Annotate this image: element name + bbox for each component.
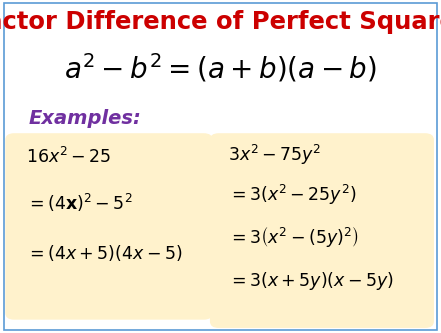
Text: Examples:: Examples: <box>29 109 142 128</box>
Text: $16x^2 - 25$: $16x^2 - 25$ <box>26 147 111 166</box>
Text: Factor Difference of Perfect Squares: Factor Difference of Perfect Squares <box>0 10 441 34</box>
Text: $= 3(x+5y)(x-5y)$: $= 3(x+5y)(x-5y)$ <box>228 270 394 292</box>
Text: $= (4x+5)(4x-5)$: $= (4x+5)(4x-5)$ <box>26 243 182 263</box>
FancyBboxPatch shape <box>5 133 213 320</box>
Text: $a^2 - b^2 = (a+b)(a-b)$: $a^2 - b^2 = (a+b)(a-b)$ <box>64 52 377 85</box>
Text: $= (4\mathbf{x})^2 - 5^2$: $= (4\mathbf{x})^2 - 5^2$ <box>26 192 132 214</box>
FancyBboxPatch shape <box>4 3 437 330</box>
Text: $3x^2 - 75y^2$: $3x^2 - 75y^2$ <box>228 143 322 167</box>
Text: $= 3(x^2 - 25y^2)$: $= 3(x^2 - 25y^2)$ <box>228 183 357 207</box>
Text: $= 3\left(x^2 - (5y)^2\right)$: $= 3\left(x^2 - (5y)^2\right)$ <box>228 224 359 249</box>
FancyBboxPatch shape <box>210 133 434 328</box>
